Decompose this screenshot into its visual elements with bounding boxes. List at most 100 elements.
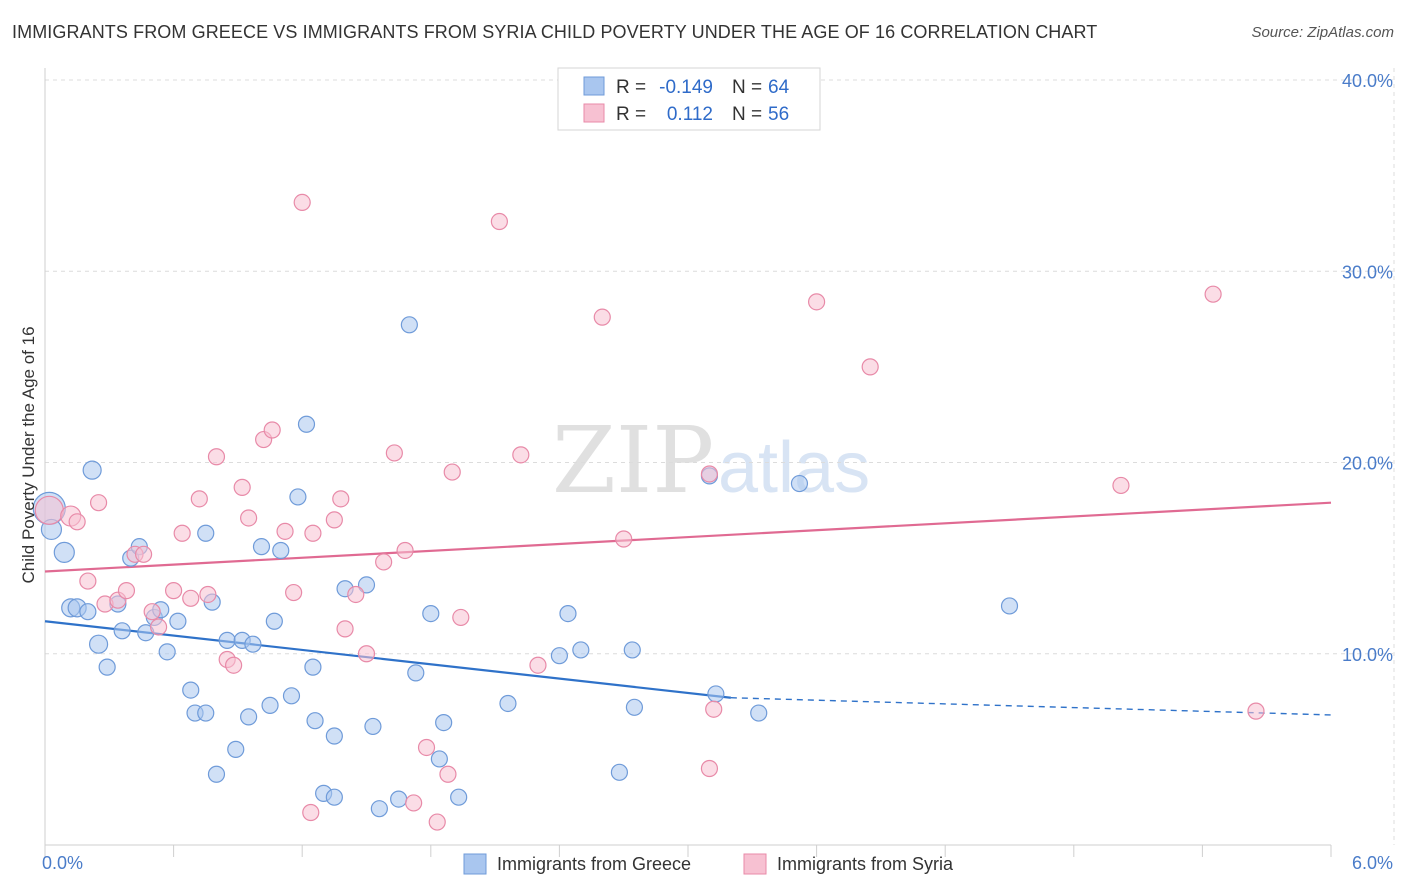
y-tick-label-2: 30.0% [1342, 262, 1393, 282]
point-syria-46 [615, 530, 633, 548]
point-syria-54 [1247, 702, 1265, 720]
point-syria-10 [143, 603, 161, 621]
point-greece-7 [88, 634, 109, 654]
point-syria-27 [304, 524, 322, 542]
y-tick-label-1: 20.0% [1342, 454, 1393, 474]
x-tick-label-1: 6.0% [1352, 853, 1393, 873]
point-greece-20 [197, 704, 215, 722]
point-syria-19 [225, 656, 243, 674]
point-syria-0 [34, 495, 64, 525]
axes [44, 68, 1332, 857]
point-greece-10 [113, 622, 131, 640]
point-syria-43 [512, 446, 530, 464]
point-greece-55 [572, 641, 590, 659]
legend-n-label-syria: N = [732, 104, 762, 125]
point-syria-12 [165, 582, 183, 600]
point-greece-60 [707, 685, 725, 703]
point-greece-43 [364, 717, 382, 736]
y-tick-label-3: 40.0% [1342, 71, 1393, 91]
point-syria-49 [705, 700, 723, 718]
legend-n-label-greece: N = [732, 77, 762, 98]
point-greece-42 [357, 576, 376, 594]
point-syria-3 [79, 572, 97, 590]
point-greece-27 [240, 708, 258, 726]
watermark-atlas: atlas [718, 428, 870, 508]
point-syria-39 [439, 765, 457, 783]
legend-r-value-greece: -0.149 [659, 77, 713, 98]
point-syria-21 [240, 509, 258, 527]
point-greece-5 [79, 603, 97, 621]
point-syria-42 [490, 212, 508, 231]
point-syria-15 [190, 490, 208, 508]
point-greece-51 [450, 788, 468, 806]
point-syria-45 [593, 308, 611, 326]
correlation-legend: R = -0.149 N = 64 R = 0.112 N = 56 [557, 67, 821, 131]
point-syria-52 [1112, 476, 1130, 495]
point-syria-31 [347, 585, 365, 604]
x-tick-labels: 0.0% 6.0% [42, 853, 1393, 873]
point-greece-58 [625, 698, 644, 716]
point-greece-34 [289, 488, 307, 506]
series-legend: Immigrants from Greece Immigrants from S… [463, 853, 954, 875]
legend-n-value-syria: 56 [768, 104, 789, 125]
point-greece-40 [325, 788, 343, 806]
point-syria-14 [182, 589, 200, 607]
watermark: ZIP atlas [552, 407, 870, 514]
point-greece-24 [218, 631, 236, 649]
point-syria-13 [173, 524, 191, 542]
point-greece-28 [244, 635, 262, 653]
point-syria-17 [207, 448, 226, 466]
watermark-zip: ZIP [552, 407, 714, 514]
point-syria-16 [199, 585, 217, 604]
point-greece-63 [1000, 597, 1019, 615]
point-greece-44 [370, 800, 388, 818]
legend-swatch-syria [583, 103, 605, 123]
point-syria-24 [276, 522, 294, 540]
point-syria-32 [357, 645, 376, 663]
point-syria-40 [443, 463, 461, 481]
point-syria-25 [285, 583, 303, 602]
point-syria-9 [134, 545, 153, 563]
point-syria-53 [1204, 285, 1222, 303]
point-syria-11 [149, 618, 168, 636]
bottom-legend-label-greece: Immigrants from Greece [497, 854, 691, 874]
trend-line-syria [44, 501, 1332, 573]
point-syria-4 [89, 494, 108, 512]
point-greece-50 [435, 713, 453, 732]
point-syria-26 [293, 193, 311, 211]
point-greece-48 [422, 604, 440, 623]
point-greece-31 [265, 612, 283, 630]
point-syria-34 [385, 444, 403, 462]
point-syria-38 [428, 813, 446, 831]
point-greece-6 [82, 460, 102, 480]
point-syria-50 [807, 293, 826, 311]
point-syria-48 [700, 759, 719, 778]
point-syria-33 [375, 553, 393, 571]
point-syria-28 [325, 511, 343, 529]
point-greece-18 [182, 681, 200, 699]
point-greece-56 [610, 763, 629, 781]
point-greece-53 [550, 647, 569, 665]
trend-lines [44, 501, 1332, 716]
point-syria-51 [861, 358, 879, 376]
point-greece-29 [252, 538, 271, 556]
point-greece-37 [306, 712, 324, 730]
point-greece-47 [407, 664, 425, 682]
point-greece-8 [98, 658, 116, 676]
data-points [32, 193, 1265, 831]
point-syria-20 [233, 478, 251, 496]
point-greece-57 [623, 641, 641, 659]
legend-r-label-syria: R = [616, 104, 646, 125]
y-tick-labels: 10.0% 20.0% 30.0% 40.0% [1342, 71, 1393, 665]
point-syria-23 [263, 421, 281, 439]
point-greece-46 [400, 316, 418, 334]
y-axis-label: Child Poverty Under the Age of 16 [19, 326, 38, 583]
legend-r-value-syria: 0.112 [667, 104, 713, 125]
point-syria-55 [302, 803, 320, 822]
point-greece-33 [282, 687, 301, 705]
bottom-legend-swatch-syria [743, 853, 767, 875]
legend-r-label-greece: R = [616, 77, 646, 98]
point-syria-7 [117, 582, 136, 600]
x-tick-label-0: 0.0% [42, 853, 83, 873]
y-tick-label-0: 10.0% [1342, 645, 1393, 665]
